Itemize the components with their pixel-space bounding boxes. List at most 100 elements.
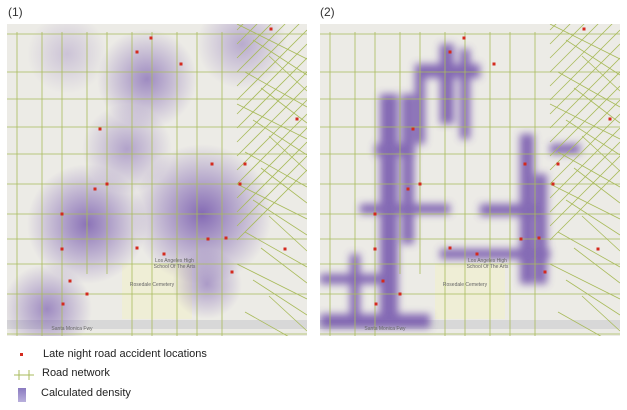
accident-point: [105, 182, 109, 186]
accident-point: [492, 62, 496, 66]
accident-point: [398, 292, 402, 296]
road: [236, 57, 307, 129]
accident-point: [135, 50, 139, 54]
accident-point: [206, 237, 210, 241]
road: [236, 103, 307, 140]
road: [549, 71, 620, 143]
road-network-icon: [14, 370, 34, 380]
road: [557, 151, 620, 188]
freeway-label: Santa Monica Fwy: [364, 326, 406, 332]
density-strip: [535, 174, 547, 284]
accident-point: [448, 246, 452, 250]
accident-point: [210, 162, 214, 166]
road: [260, 167, 307, 204]
road: [581, 55, 620, 92]
cemetery-label: Rosedale Cemetery: [442, 282, 488, 288]
road: [573, 247, 620, 284]
road: [549, 29, 620, 101]
accident-point: [60, 247, 64, 251]
accident-point: [374, 302, 378, 306]
accident-point: [238, 182, 242, 186]
road: [236, 141, 307, 213]
accident-point: [551, 182, 555, 186]
road: [549, 183, 620, 220]
road: [549, 24, 585, 59]
road: [549, 169, 620, 241]
accident-point: [406, 187, 410, 191]
accident-point: [61, 302, 65, 306]
road: [268, 215, 307, 252]
road: [236, 113, 307, 185]
accident-point: [475, 252, 479, 256]
road: [236, 24, 272, 59]
accident-point: [135, 246, 139, 250]
accident-point: [448, 50, 452, 54]
cemetery-label: Rosedale Cemetery: [129, 282, 175, 288]
accident-point: [98, 127, 102, 131]
density-strip: [360, 204, 450, 214]
road: [244, 311, 289, 336]
accident-point: [224, 236, 228, 240]
accident-point: [230, 270, 234, 274]
road: [252, 199, 307, 236]
road: [549, 57, 620, 129]
density-strip: [440, 249, 550, 259]
legend-accidents-label: Late night road accident locations: [43, 348, 207, 360]
road: [549, 127, 620, 199]
cemetery-area: [435, 264, 505, 319]
freeway: [7, 320, 307, 329]
school-label: Los Angeles High School Of The Arts: [466, 258, 509, 270]
accident-point: [283, 247, 287, 251]
accident-point: [373, 212, 377, 216]
density-blob: [97, 29, 197, 129]
road: [236, 155, 307, 227]
road: [581, 135, 620, 172]
accident-point: [162, 252, 166, 256]
density-blob: [82, 104, 172, 194]
road: [573, 87, 620, 124]
accident-point: [381, 279, 385, 283]
road: [549, 85, 620, 157]
road: [557, 311, 602, 336]
road: [236, 99, 307, 171]
road-network: [7, 24, 307, 336]
school-label: Los Angeles High School Of The Arts: [153, 258, 196, 270]
road: [549, 43, 620, 115]
density-blob: [172, 249, 242, 319]
accident-point: [60, 212, 64, 216]
road: [236, 24, 307, 60]
road: [557, 71, 620, 108]
road: [557, 231, 620, 268]
panel-2-label: (2): [320, 5, 335, 19]
map-panel-2: Rosedale Cemetery Los Angeles High Schoo…: [320, 24, 620, 336]
road: [252, 39, 307, 76]
density-strip: [375, 144, 415, 156]
accident-point: [582, 27, 586, 31]
road: [549, 155, 620, 227]
road: [565, 199, 620, 236]
accident-point: [418, 182, 422, 186]
accident-point: [243, 162, 247, 166]
panel-1-label: (1): [8, 5, 23, 19]
road: [236, 29, 307, 101]
road: [236, 24, 286, 73]
road: [565, 119, 620, 156]
road: [549, 99, 620, 171]
accident-point: [523, 162, 527, 166]
road: [549, 113, 620, 185]
road: [549, 263, 620, 300]
road: [236, 263, 307, 300]
accident-point: [411, 127, 415, 131]
accident-point: [608, 117, 612, 121]
road: [252, 119, 307, 156]
road: [268, 135, 307, 172]
road: [268, 295, 307, 332]
legend-density-label: Calculated density: [41, 387, 131, 399]
road: [549, 24, 620, 60]
road: [236, 169, 307, 241]
density-swatch-icon: [18, 388, 26, 402]
map-canvas: [7, 24, 307, 336]
density-strip: [440, 44, 454, 124]
accident-point: [149, 36, 153, 40]
legend-roads-label: Road network: [42, 367, 110, 379]
